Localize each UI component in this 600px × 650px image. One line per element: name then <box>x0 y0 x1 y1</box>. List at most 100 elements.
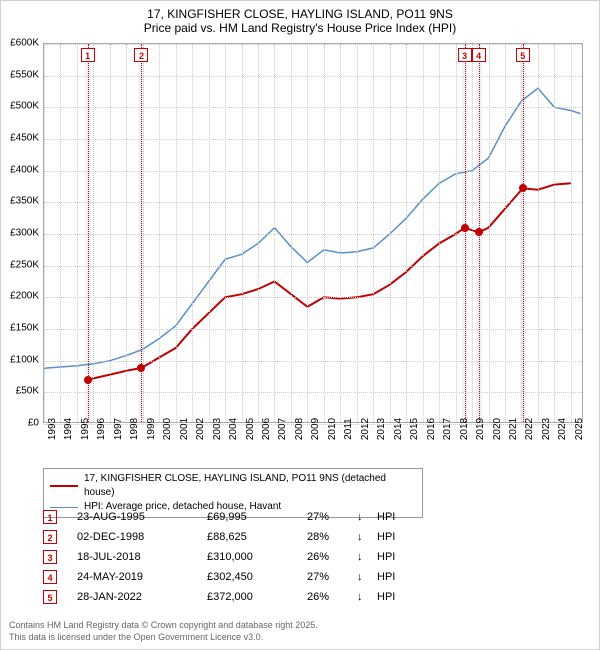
down-arrow-icon: ↓ <box>357 547 377 567</box>
gridline-v <box>93 44 94 422</box>
sale-row-badge: 4 <box>43 570 57 584</box>
gridline-v <box>307 44 308 422</box>
x-tick-label: 2008 <box>294 418 305 440</box>
chart-title: 17, KINGFISHER CLOSE, HAYLING ISLAND, PO… <box>1 7 599 21</box>
gridline-v <box>176 44 177 422</box>
sale-row-price: £310,000 <box>207 547 307 567</box>
gridline-v <box>505 44 506 422</box>
gridline-v <box>472 44 473 422</box>
x-tick-label: 2017 <box>442 418 453 440</box>
legend-item: 17, KINGFISHER CLOSE, HAYLING ISLAND, PO… <box>50 472 416 500</box>
gridline-h <box>44 76 582 77</box>
x-tick-label: 2025 <box>574 418 585 440</box>
plot-svg <box>44 44 582 422</box>
x-tick-label: 2018 <box>459 418 470 440</box>
legend-swatch <box>50 485 78 487</box>
x-tick-label: 2007 <box>277 418 288 440</box>
x-tick-label: 2015 <box>409 418 420 440</box>
x-tick-label: 2020 <box>492 418 503 440</box>
sale-row-date: 02-DEC-1998 <box>77 527 207 547</box>
sale-row-badge: 3 <box>43 550 57 564</box>
footer-line: Contains HM Land Registry data © Crown c… <box>9 619 318 631</box>
sale-row-price: £88,625 <box>207 527 307 547</box>
y-tick-label: £350K <box>0 196 39 207</box>
gridline-h <box>44 361 582 362</box>
down-arrow-icon: ↓ <box>357 567 377 587</box>
sale-point <box>461 224 469 232</box>
x-tick-label: 2005 <box>245 418 256 440</box>
sales-table: 123-AUG-1995£69,99527%↓HPI202-DEC-1998£8… <box>43 507 493 607</box>
sale-point <box>137 364 145 372</box>
y-tick-label: £400K <box>0 164 39 175</box>
x-tick-label: 1996 <box>96 418 107 440</box>
down-arrow-icon: ↓ <box>357 507 377 527</box>
sale-row: 123-AUG-1995£69,99527%↓HPI <box>43 507 493 527</box>
x-tick-label: 2003 <box>212 418 223 440</box>
gridline-v <box>324 44 325 422</box>
x-tick-label: 2014 <box>393 418 404 440</box>
down-arrow-icon: ↓ <box>357 587 377 607</box>
sale-row-date: 28-JAN-2022 <box>77 587 207 607</box>
gridline-v <box>126 44 127 422</box>
x-tick-label: 1997 <box>113 418 124 440</box>
gridline-v <box>225 44 226 422</box>
gridline-v <box>258 44 259 422</box>
series-hpi <box>44 88 581 368</box>
gridline-v <box>554 44 555 422</box>
y-tick-label: £300K <box>0 228 39 239</box>
gridline-h <box>44 107 582 108</box>
sale-row-pct: 26% <box>307 547 357 567</box>
sale-row-ref: HPI <box>377 547 417 567</box>
gridline-v <box>423 44 424 422</box>
x-tick-label: 2013 <box>376 418 387 440</box>
chart-plot-area: 12345 <box>43 43 583 423</box>
gridline-v <box>159 44 160 422</box>
x-tick-label: 1993 <box>47 418 58 440</box>
x-tick-label: 1999 <box>146 418 157 440</box>
sale-row-pct: 27% <box>307 507 357 527</box>
gridline-v <box>538 44 539 422</box>
gridline-h <box>44 171 582 172</box>
sale-row-pct: 28% <box>307 527 357 547</box>
gridline-v <box>274 44 275 422</box>
sale-row-pct: 27% <box>307 567 357 587</box>
sale-point <box>84 376 92 384</box>
sale-row: 3 18-JUL-2018£310,00026%↓HPI <box>43 547 493 567</box>
x-tick-label: 2009 <box>310 418 321 440</box>
sale-row-ref: HPI <box>377 507 417 527</box>
x-tick-label: 2004 <box>228 418 239 440</box>
sale-row-ref: HPI <box>377 587 417 607</box>
gridline-v <box>456 44 457 422</box>
sale-row-badge: 1 <box>43 510 57 524</box>
sale-row-ref: HPI <box>377 527 417 547</box>
y-tick-label: £500K <box>0 101 39 112</box>
gridline-v <box>60 44 61 422</box>
gridline-v <box>242 44 243 422</box>
x-tick-label: 1998 <box>129 418 140 440</box>
y-tick-label: £250K <box>0 259 39 270</box>
sale-row-date: 24-MAY-2019 <box>77 567 207 587</box>
gridline-v <box>340 44 341 422</box>
x-tick-label: 2011 <box>343 418 354 440</box>
sale-row-price: £372,000 <box>207 587 307 607</box>
gridline-v <box>489 44 490 422</box>
sale-row: 424-MAY-2019£302,45027%↓HPI <box>43 567 493 587</box>
sale-row-date: 18-JUL-2018 <box>77 547 207 567</box>
gridline-h <box>44 234 582 235</box>
sale-event-badge: 1 <box>81 48 95 62</box>
y-tick-label: £150K <box>0 323 39 334</box>
x-tick-label: 2022 <box>524 418 535 440</box>
gridline-v <box>357 44 358 422</box>
gridline-v <box>110 44 111 422</box>
sale-row-badge: 5 <box>43 590 57 604</box>
sale-event-line <box>523 44 524 422</box>
x-tick-label: 1995 <box>80 418 91 440</box>
y-tick-label: £200K <box>0 291 39 302</box>
gridline-h <box>44 297 582 298</box>
y-tick-label: £0 <box>0 418 39 429</box>
sale-point <box>475 228 483 236</box>
sale-event-badge: 2 <box>134 48 148 62</box>
sale-row: 528-JAN-2022£372,00026%↓HPI <box>43 587 493 607</box>
x-tick-label: 2024 <box>557 418 568 440</box>
x-tick-label: 2000 <box>162 418 173 440</box>
